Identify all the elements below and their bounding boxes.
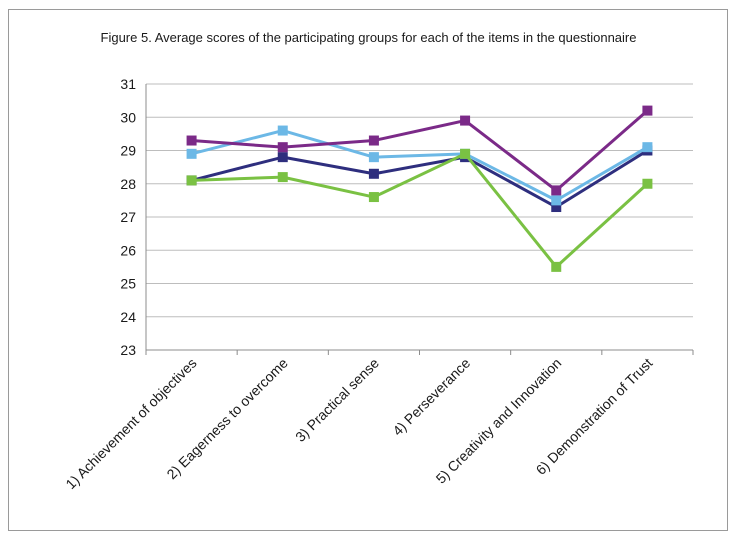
data-point — [642, 178, 653, 189]
data-point — [277, 142, 288, 153]
data-point — [642, 105, 653, 116]
y-tick-label: 25 — [120, 276, 136, 292]
data-point — [460, 148, 471, 159]
data-point — [368, 152, 379, 163]
data-point — [551, 195, 562, 206]
data-point — [460, 115, 471, 126]
data-point — [277, 172, 288, 183]
y-tick-label: 31 — [120, 76, 136, 92]
data-point — [551, 185, 562, 196]
data-point — [368, 135, 379, 146]
data-point — [368, 168, 379, 179]
data-point — [186, 135, 197, 146]
series-line-4 — [191, 152, 649, 269]
data-point — [642, 142, 653, 153]
data-point — [277, 125, 288, 136]
data-point — [186, 175, 197, 186]
series-line-2 — [191, 129, 649, 202]
y-tick-label: 28 — [120, 176, 136, 192]
y-tick-label: 23 — [120, 342, 136, 358]
chart-frame — [8, 9, 728, 531]
data-point — [368, 192, 379, 203]
data-point — [551, 202, 562, 213]
y-tick-label: 29 — [120, 143, 136, 159]
y-tick-label: 24 — [120, 309, 136, 325]
data-point — [186, 148, 197, 159]
y-tick-label: 26 — [120, 242, 136, 258]
series-line-1 — [191, 149, 649, 209]
x-tick-label: 4) Perseverance — [389, 355, 473, 439]
x-tick-label: 3) Practical sense — [292, 355, 382, 445]
series-line-3 — [191, 109, 649, 192]
y-tick-label: 30 — [120, 109, 136, 125]
chart-title: Figure 5. Average scores of the particip… — [100, 30, 637, 45]
data-point — [277, 152, 288, 163]
data-point — [551, 261, 562, 272]
y-tick-label: 27 — [120, 209, 136, 225]
